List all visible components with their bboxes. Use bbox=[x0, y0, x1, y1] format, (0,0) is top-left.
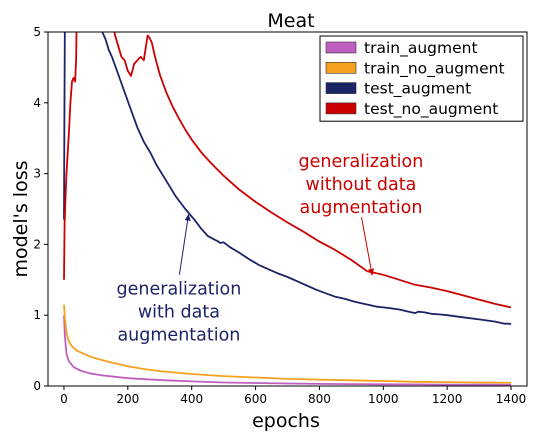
y-tick-label: 0 bbox=[33, 379, 41, 393]
series-line-train-no-augment bbox=[63, 304, 512, 384]
x-tick-label: 0 bbox=[60, 392, 68, 406]
x-tick-label: 1000 bbox=[368, 392, 399, 406]
legend-label-test-no-augment: test_no_augment bbox=[364, 100, 498, 119]
legend-label-train-augment: train_augment bbox=[364, 39, 478, 58]
legend-swatch-train-augment bbox=[325, 41, 357, 54]
annotation-with-augmentation-line: generalization bbox=[117, 280, 242, 300]
y-tick-label: 4 bbox=[33, 96, 41, 110]
chart-title: Meat bbox=[267, 10, 314, 32]
annotation-with-augmentation-arrow bbox=[178, 213, 191, 275]
annotation-without-augmentation-arrow bbox=[361, 217, 374, 276]
x-axis-label: epochs bbox=[252, 410, 320, 432]
x-tick-label: 600 bbox=[244, 392, 267, 406]
x-tick-label: 200 bbox=[116, 392, 139, 406]
annotation-without-augmentation-line: augmentation bbox=[299, 198, 422, 218]
axes-frame bbox=[47, 31, 528, 387]
x-tick-label: 1200 bbox=[432, 392, 463, 406]
series-line-test-augment bbox=[63, 32, 512, 326]
y-tick-label: 5 bbox=[33, 25, 41, 39]
series-line-train-augment bbox=[63, 315, 512, 386]
annotation-with-augmentation-line: with data bbox=[138, 303, 220, 323]
y-tick-label: 1 bbox=[33, 308, 41, 322]
y-tick-label: 2 bbox=[33, 237, 41, 251]
x-tick-label: 1400 bbox=[496, 392, 527, 406]
annotation-without-augmentation-line: without data bbox=[306, 175, 417, 195]
annotation-without-augmentation-line: generalization bbox=[299, 152, 424, 172]
legend-label-test-augment: test_augment bbox=[364, 80, 471, 99]
legend-swatch-test-no-augment bbox=[325, 102, 357, 115]
plot-area: 0 200 400 600 800 1000 1200 1400 0 1 2 3 4 5 generaliz… bbox=[33, 25, 528, 406]
x-tick-label: 400 bbox=[180, 392, 203, 406]
x-tick-label: 800 bbox=[308, 392, 331, 406]
annotation-with-augmentation-line: augmentation bbox=[117, 326, 240, 346]
legend-swatch-train-no-augment bbox=[325, 61, 357, 74]
y-tick-label: 3 bbox=[33, 167, 41, 181]
legend-swatch-test-augment bbox=[325, 82, 357, 94]
legend-label-train-no-augment: train_no_augment bbox=[364, 59, 505, 78]
y-axis-label: model's loss bbox=[10, 160, 32, 277]
